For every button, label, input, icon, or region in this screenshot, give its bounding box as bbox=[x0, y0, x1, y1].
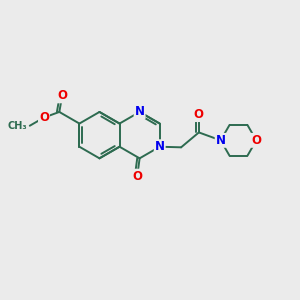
Text: N: N bbox=[155, 140, 165, 153]
Text: O: O bbox=[39, 111, 49, 124]
Text: N: N bbox=[216, 134, 226, 147]
Text: O: O bbox=[57, 89, 67, 102]
Text: O: O bbox=[194, 108, 204, 121]
Text: O: O bbox=[251, 134, 261, 147]
Text: CH₃: CH₃ bbox=[7, 121, 27, 131]
Text: N: N bbox=[135, 106, 145, 118]
Text: O: O bbox=[132, 170, 142, 183]
